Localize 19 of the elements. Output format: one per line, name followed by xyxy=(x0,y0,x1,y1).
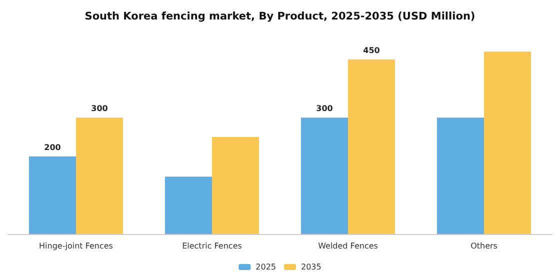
bar xyxy=(348,59,395,234)
data-label: 450 xyxy=(363,46,380,55)
x-tick-label: Others xyxy=(470,242,498,250)
bar xyxy=(165,176,212,234)
data-label: 200 xyxy=(44,142,62,152)
data-label: 300 xyxy=(316,104,334,114)
bar xyxy=(212,137,259,234)
bar xyxy=(29,156,76,234)
bar xyxy=(437,118,484,234)
legend-label: 2025 xyxy=(256,262,276,272)
x-tick-label: Welded Fences xyxy=(318,242,378,250)
data-label: 300 xyxy=(91,104,108,114)
bar xyxy=(301,118,348,234)
bar xyxy=(484,52,531,234)
legend-label: 2035 xyxy=(301,262,322,272)
x-tick-label: Hinge-joint Fences xyxy=(39,242,113,250)
x-tick-label: Electric Fences xyxy=(182,242,242,250)
bar xyxy=(76,118,123,234)
chart-title: South Korea fencing market, By Product, 2025-2035 (USD Million) xyxy=(84,10,476,22)
